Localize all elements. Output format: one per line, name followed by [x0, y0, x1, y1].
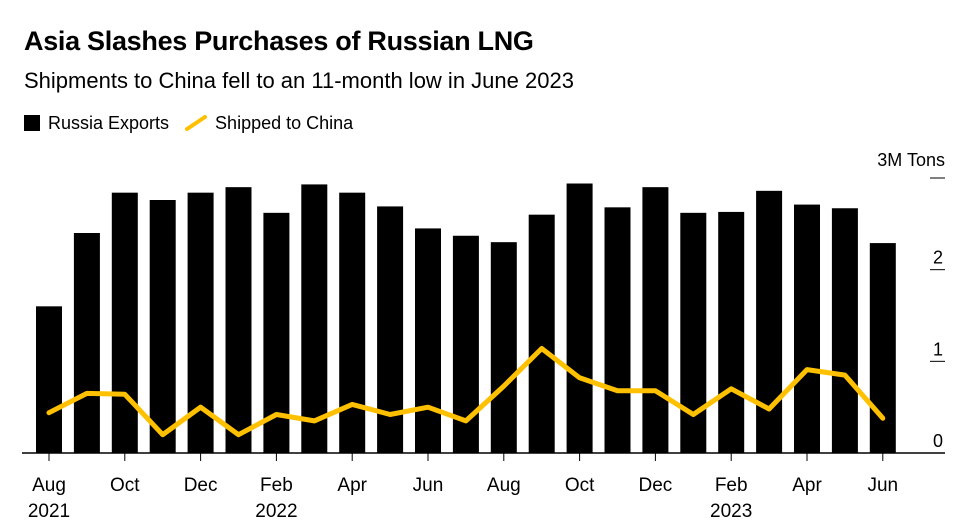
x-tick-label: Apr	[792, 475, 822, 496]
x-tick-label: Feb	[715, 475, 748, 496]
bar-russia-exports	[718, 211, 745, 453]
legend-line-swatch-icon	[185, 115, 208, 131]
x-tick-label: Oct	[565, 475, 595, 496]
legend-label-shipped-to-china: Shipped to China	[215, 112, 354, 133]
y-tick-label: 0	[933, 431, 943, 451]
line-shipped-to-china	[46, 346, 886, 438]
y-tick-label: 2	[933, 248, 943, 268]
legend-item-shipped-to-china: Shipped to China	[185, 113, 353, 134]
legend: Russia Exports Shipped to China	[24, 111, 369, 135]
x-tick-label: Aug	[32, 475, 66, 496]
legend-label-russia-exports: Russia Exports	[48, 112, 170, 133]
x-tick-label: Apr	[337, 475, 367, 496]
bar-russia-exports	[339, 192, 366, 453]
bar-russia-exports	[149, 200, 176, 453]
chart-title: Asia Slashes Purchases of Russian LNG	[24, 26, 534, 56]
x-tick-label: Jun	[867, 475, 898, 496]
bar-russia-exports	[528, 214, 555, 453]
bar-russia-exports	[490, 242, 517, 453]
x-tick-label: Feb	[260, 475, 293, 496]
x-tick-year-label: 2023	[710, 501, 752, 522]
bar-russia-exports	[869, 243, 896, 453]
bar-russia-exports	[566, 183, 593, 453]
legend-item-russia-exports: Russia Exports	[24, 113, 169, 134]
legend-bar-swatch-icon	[24, 115, 40, 131]
x-tick-label: Jun	[413, 475, 444, 496]
x-tick-year-label: 2021	[28, 501, 70, 522]
bar-russia-exports	[604, 207, 631, 453]
bar-russia-exports	[225, 187, 252, 453]
chart-subtitle: Shipments to China fell to an 11-month l…	[24, 68, 574, 93]
x-tick-label: Dec	[184, 475, 218, 496]
bar-russia-exports	[415, 228, 441, 453]
bar-russia-exports	[36, 306, 62, 453]
bar-russia-exports	[831, 208, 858, 453]
x-tick-label: Dec	[639, 475, 673, 496]
x-tick-label: Aug	[487, 475, 521, 496]
bar-russia-exports	[111, 192, 138, 453]
bar-russia-exports	[73, 233, 100, 453]
bar-russia-exports	[756, 190, 783, 454]
bar-russia-exports	[301, 184, 328, 453]
x-tick-year-label: 2022	[255, 501, 297, 522]
bar-russia-exports	[642, 187, 669, 453]
bar-russia-exports	[794, 204, 820, 453]
x-tick-label: Oct	[110, 475, 140, 496]
y-tick-label: 1	[933, 339, 943, 359]
y-axis-unit-label: 3M Tons	[877, 150, 945, 170]
